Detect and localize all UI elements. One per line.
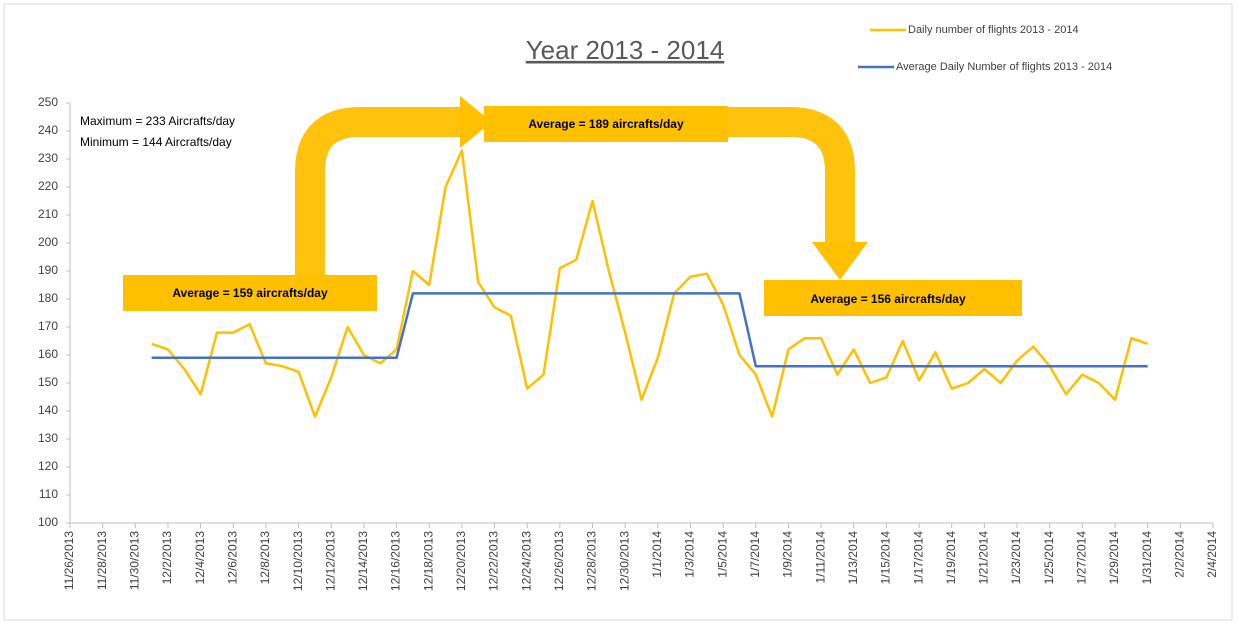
annotation: Average = 156 aircrafts/day [810, 292, 966, 306]
x-tick-label: 12/4/2013 [193, 531, 207, 585]
annotation-box [123, 275, 377, 311]
arrow [295, 107, 462, 278]
x-tick-label: 1/7/2014 [748, 531, 762, 578]
x-tick-label: 1/29/2014 [1107, 531, 1121, 585]
y-tick-label: 140 [38, 403, 58, 417]
annotation: Minimum = 144 Aircrafts/day [80, 135, 232, 149]
x-tick-label: 12/22/2013 [487, 531, 501, 591]
y-tick-label: 250 [38, 95, 58, 109]
x-tick-label: 12/26/2013 [552, 531, 566, 591]
x-tick-label: 1/19/2014 [944, 531, 958, 585]
x-tick-label: 12/24/2013 [519, 531, 533, 591]
arrow-head [460, 96, 492, 148]
y-tick-label: 120 [38, 459, 58, 473]
x-tick-label: 12/12/2013 [323, 531, 337, 591]
chart-title: Year 2013 - 2014 [526, 35, 725, 65]
series-line [151, 292, 1148, 368]
y-tick-label: 190 [38, 263, 58, 277]
y-tick-label: 160 [38, 347, 58, 361]
x-tick-label: 12/16/2013 [389, 531, 403, 591]
x-tick-label: 1/9/2014 [781, 531, 795, 578]
x-tick-label: 11/30/2013 [127, 531, 141, 590]
x-tick-label: 1/25/2014 [1042, 531, 1056, 585]
x-tick-label: 12/18/2013 [421, 531, 435, 591]
x-tick-label: 2/4/2014 [1205, 531, 1219, 578]
series-line [151, 149, 1149, 418]
arrow-head [812, 242, 868, 280]
x-tick-label: 12/28/2013 [585, 531, 599, 591]
x-tick-label: 1/3/2014 [683, 531, 697, 578]
x-tick-label: 12/10/2013 [291, 531, 305, 591]
annotation: Average = 159 aircrafts/day [172, 286, 328, 300]
x-tick-label: 1/31/2014 [1140, 531, 1154, 585]
y-tick-label: 240 [38, 123, 58, 137]
legend-label: Daily number of flights 2013 - 2014 [908, 24, 1079, 36]
x-tick-label: 12/8/2013 [258, 531, 272, 585]
chart-border [3, 3, 1233, 621]
y-tick-label: 170 [38, 319, 58, 333]
x-tick-label: 12/14/2013 [356, 531, 370, 591]
annotation: Maximum = 233 Aircrafts/day [80, 114, 235, 128]
x-tick-label: 1/1/2014 [650, 531, 664, 578]
y-tick-label: 220 [38, 179, 58, 193]
x-tick-label: 1/23/2014 [1009, 531, 1023, 585]
x-tick-label: 12/20/2013 [454, 531, 468, 591]
x-tick-label: 12/2/2013 [160, 531, 174, 585]
x-tick-label: 2/2/2014 [1173, 531, 1187, 578]
x-tick-label: 1/15/2014 [879, 531, 893, 585]
x-tick-label: 1/17/2014 [911, 531, 925, 585]
x-tick-label: 11/26/2013 [62, 531, 76, 590]
x-tick-label: 1/21/2014 [977, 531, 991, 585]
arrow [726, 107, 855, 242]
annotation-box [764, 280, 1022, 316]
y-tick-label: 110 [39, 487, 58, 501]
y-tick-label: 210 [38, 207, 58, 221]
x-tick-label: 12/30/2013 [617, 531, 631, 591]
x-tick-label: 12/6/2013 [225, 531, 239, 585]
y-tick-label: 230 [38, 151, 58, 165]
x-tick-label: 1/13/2014 [846, 531, 860, 585]
y-tick-label: 200 [38, 235, 58, 249]
y-tick-label: 180 [38, 291, 58, 305]
y-tick-label: 150 [38, 375, 58, 389]
x-tick-label: 1/27/2014 [1075, 531, 1089, 585]
x-tick-label: 1/11/2014 [813, 531, 827, 584]
y-tick-label: 130 [38, 431, 58, 445]
annotation-box [484, 106, 728, 142]
x-tick-label: 11/28/2013 [95, 531, 109, 590]
annotation: Average = 189 aircrafts/day [528, 117, 684, 131]
legend-label: Average Daily Number of flights 2013 - 2… [896, 61, 1112, 73]
y-tick-label: 100 [38, 515, 58, 529]
x-tick-label: 1/5/2014 [715, 531, 729, 578]
